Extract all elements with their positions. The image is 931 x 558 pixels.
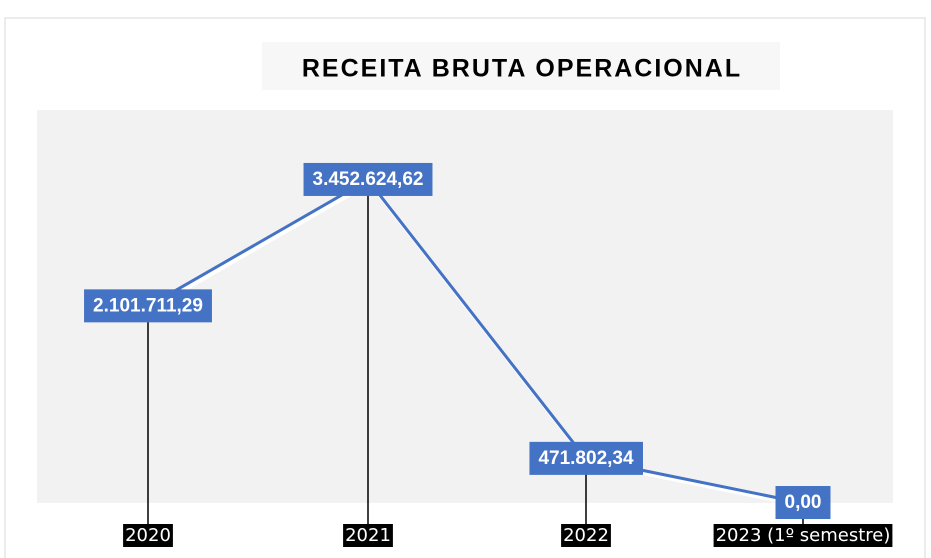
value-label-box (303, 162, 433, 196)
series-line (147, 177, 804, 505)
value-label-box (775, 486, 831, 520)
x-tick-label: 2023 (1º semestre) (716, 525, 891, 546)
x-tick-label-box (123, 524, 173, 547)
x-tick-label: 2020 (125, 525, 171, 546)
x-tick-label-box (713, 524, 893, 547)
x-tick-label-box (561, 524, 611, 547)
value-label-box (84, 289, 212, 323)
value-label: 471.802,34 (538, 448, 634, 469)
x-tick-label-box (343, 524, 393, 547)
value-label: 0,00 (785, 492, 822, 513)
x-tick-label: 2022 (563, 525, 609, 546)
title-box (262, 42, 780, 90)
value-label: 3.452.624,62 (313, 169, 424, 190)
x-tick-label: 2021 (345, 525, 391, 546)
value-label-box (529, 441, 643, 475)
value-label: 2.101.711,29 (93, 295, 203, 316)
chart-title: RECEITA BRUTA OPERACIONAL (302, 55, 742, 83)
